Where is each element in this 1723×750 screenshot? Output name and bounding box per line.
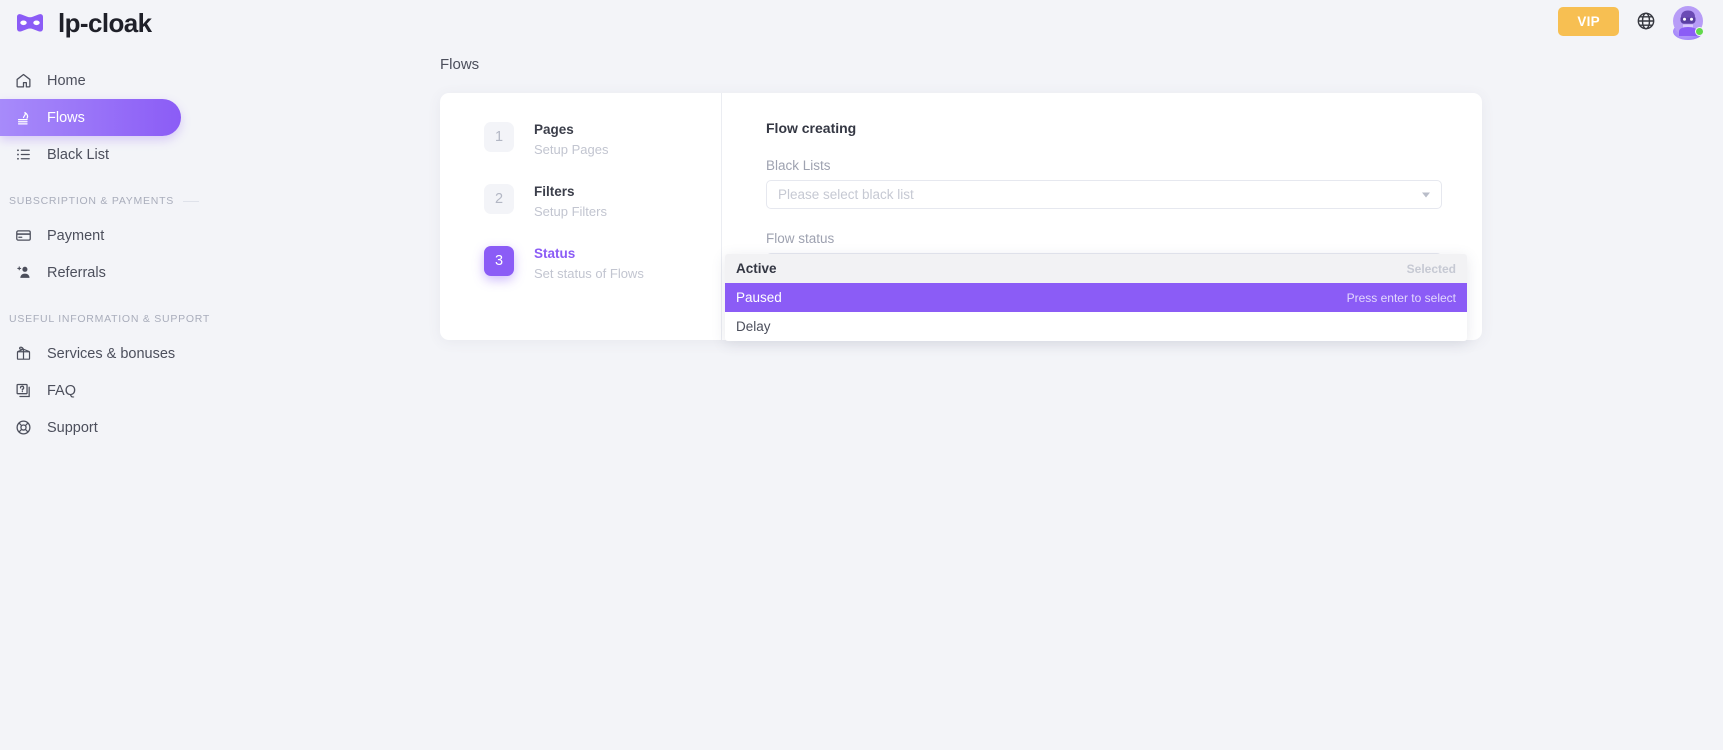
step-title: Filters: [534, 183, 575, 199]
form-title: Flow creating: [766, 120, 857, 136]
step-title: Pages: [534, 122, 574, 137]
flow-status-label: Flow status: [766, 231, 835, 246]
step-subtitle: Setup Pages: [534, 141, 609, 157]
black-lists-placeholder: Please select black list: [778, 187, 914, 202]
black-lists-select[interactable]: Please select black list: [766, 180, 1442, 209]
step-subtitle: Setup Filters: [534, 203, 607, 219]
option-label: Paused: [736, 290, 782, 305]
lifebuoy-icon: [14, 418, 33, 437]
vip-button[interactable]: VIP: [1558, 6, 1619, 36]
add-person-icon: [14, 263, 33, 282]
dropdown-option-paused[interactable]: Paused Press enter to select: [725, 283, 1467, 312]
home-icon: [14, 71, 33, 90]
sidebar-item-label: Services & bonuses: [47, 345, 176, 362]
globe-icon[interactable]: [1635, 10, 1657, 32]
option-label: Delay: [736, 319, 771, 334]
step-title: Status: [534, 245, 576, 261]
steps-panel: 1 Pages Setup Pages 2 Filters Setup Filt…: [440, 93, 721, 308]
credit-card-icon: [14, 226, 33, 245]
online-status-dot: [1695, 27, 1704, 36]
list-icon: [14, 145, 33, 164]
option-hint: Selected: [1406, 261, 1456, 276]
sidebar-item-services-bonuses[interactable]: Services & bonuses: [0, 335, 181, 372]
step-status[interactable]: 3 Status Set status of Flows: [484, 245, 721, 281]
brand-name: lp-cloak: [58, 7, 152, 38]
sidebar-section-title: USEFUL INFORMATION & SUPPORT: [9, 313, 211, 325]
avatar[interactable]: [1673, 6, 1704, 40]
sidebar-item-label: Home: [47, 72, 86, 89]
step-number: 3: [484, 245, 514, 276]
sidebar-item-referrals[interactable]: Referrals: [0, 254, 181, 291]
dropdown-option-active[interactable]: Active Selected: [725, 254, 1467, 283]
sidebar-item-label: Black List: [47, 146, 110, 163]
divider: [183, 200, 199, 202]
sidebar-item-label: Flows: [47, 109, 85, 126]
step-number: 2: [484, 183, 514, 214]
divider: [721, 93, 722, 340]
sidebar-item-black-list[interactable]: Black List: [0, 136, 181, 173]
sidebar-section-subscription: SUBSCRIPTION & PAYMENTS: [9, 195, 199, 207]
sidebar-item-home[interactable]: Home: [0, 62, 181, 99]
sidebar-item-label: Referrals: [47, 264, 106, 281]
sidebar-section-title: SUBSCRIPTION & PAYMENTS: [9, 195, 175, 207]
flow-status-dropdown: Active Selected Paused Press enter to se…: [725, 254, 1467, 341]
dropdown-option-delay[interactable]: Delay: [725, 312, 1467, 341]
sidebar: lp-cloak Home Flows: [0, 0, 430, 750]
sidebar-item-faq[interactable]: FAQ: [0, 372, 181, 409]
sidebar-item-support[interactable]: Support: [0, 409, 181, 446]
sidebar-item-label: Support: [47, 419, 98, 436]
mask-icon: [13, 6, 47, 40]
sidebar-item-payment[interactable]: Payment: [0, 217, 181, 254]
flows-icon: [14, 108, 33, 127]
sidebar-section-support: USEFUL INFORMATION & SUPPORT: [9, 313, 209, 325]
step-number: 1: [484, 122, 514, 152]
step-filters[interactable]: 2 Filters Setup Filters: [484, 183, 721, 219]
gift-icon: [14, 344, 33, 363]
brand-logo[interactable]: lp-cloak: [0, 2, 430, 44]
page-title: Flows: [440, 56, 480, 73]
primary-nav: Home Flows: [0, 62, 430, 446]
option-hint: Press enter to select: [1346, 290, 1456, 305]
sidebar-item-flows[interactable]: Flows: [0, 99, 181, 136]
black-lists-label: Black Lists: [766, 158, 831, 173]
chevron-down-icon: [1422, 192, 1430, 197]
faq-icon: [14, 381, 33, 400]
step-subtitle: Set status of Flows: [534, 265, 644, 281]
option-label: Active: [736, 261, 777, 276]
top-header: VIP: [1558, 0, 1723, 42]
sidebar-item-label: FAQ: [47, 382, 77, 399]
sidebar-item-label: Payment: [47, 227, 105, 244]
step-pages[interactable]: 1 Pages Setup Pages: [484, 122, 721, 157]
